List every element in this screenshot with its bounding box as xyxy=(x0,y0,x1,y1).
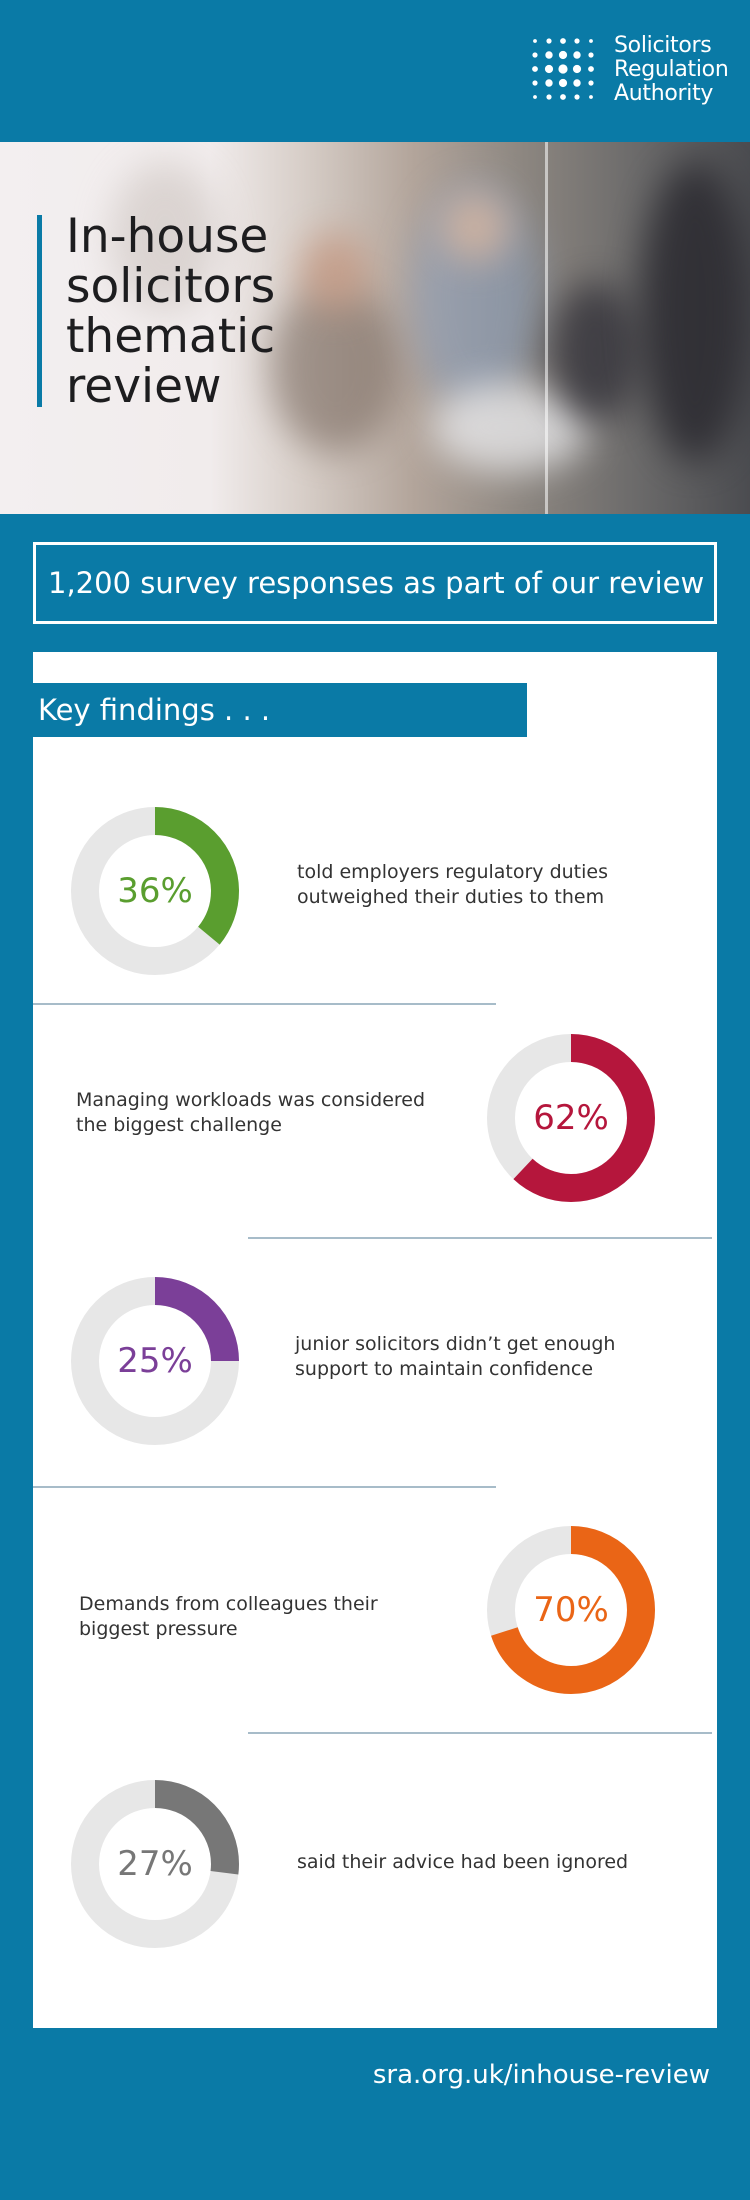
finding-text: junior solicitors didn’t get enough supp… xyxy=(295,1332,615,1382)
donut-arc xyxy=(71,1277,239,1445)
logo-dot xyxy=(533,39,537,43)
hero-blur-shape xyxy=(440,192,510,262)
finding-text: told employers regulatory duties outweig… xyxy=(297,860,608,910)
logo-dot xyxy=(558,50,568,60)
key-findings-panel: Key findings . . . 36% told employers re… xyxy=(33,652,717,2028)
finding-line: Demands from colleagues their xyxy=(79,1593,378,1615)
sra-logo[interactable]: Solicitors Regulation Authority xyxy=(524,30,729,110)
donut-arc xyxy=(487,1526,655,1694)
page-title-line: In-house xyxy=(66,209,269,264)
hero-blur-shape xyxy=(300,232,370,312)
finding-line: outweighed their duties to them xyxy=(297,886,605,908)
finding-text: Demands from colleagues their biggest pr… xyxy=(79,1592,378,1642)
donut-chart-70: 70% xyxy=(486,1525,656,1695)
donut-percent: 70% xyxy=(533,1590,609,1630)
logo-line: Solicitors xyxy=(614,33,712,58)
key-findings-header: Key findings . . . xyxy=(33,683,527,737)
donut-percent: 62% xyxy=(533,1098,609,1138)
divider xyxy=(248,1237,712,1239)
finding-text: Managing workloads was considered the bi… xyxy=(76,1088,425,1138)
hero-blur-shape xyxy=(550,282,640,422)
logo-dot xyxy=(588,66,594,72)
donut-svg xyxy=(71,807,239,975)
logo-dot xyxy=(545,79,553,87)
finding-line: Managing workloads was considered xyxy=(76,1089,426,1111)
logo-dot xyxy=(589,95,593,99)
logo-dot xyxy=(532,80,538,86)
logo-line: Authority xyxy=(614,81,714,106)
logo-dot xyxy=(558,64,568,74)
donut-percent: 25% xyxy=(117,1341,193,1381)
donut-svg xyxy=(71,1780,239,1948)
logo-dot xyxy=(573,51,581,59)
logo-dot xyxy=(560,94,566,100)
logo-dot xyxy=(574,94,580,100)
logo-dot xyxy=(544,64,554,74)
donut-arc xyxy=(487,1034,655,1202)
logo-dot xyxy=(589,39,593,43)
logo-dot xyxy=(574,38,580,44)
donut-arc xyxy=(71,807,239,975)
finding-line: junior solicitors didn’t get enough xyxy=(295,1333,616,1355)
finding-text: said their advice had been ignored xyxy=(297,1850,628,1875)
page-title-line: review xyxy=(66,359,222,414)
logo-dot xyxy=(532,66,538,72)
donut-percent: 27% xyxy=(117,1844,193,1884)
logo-line: Regulation xyxy=(614,57,729,82)
finding-line: support to maintain confidence xyxy=(295,1358,594,1380)
logo-text: Solicitors Regulation Authority xyxy=(614,33,729,106)
logo-dot xyxy=(588,80,594,86)
page-title-line: solicitors xyxy=(66,259,276,314)
logo-dot xyxy=(572,64,582,74)
finding-line: said their advice had been ignored xyxy=(297,1851,629,1873)
logo-dot xyxy=(546,94,552,100)
hero-image: In-house solicitors thematic review xyxy=(0,142,750,514)
survey-text: 1,200 survey responses as part of our re… xyxy=(48,566,705,600)
donut-chart-62: 62% xyxy=(486,1033,656,1203)
finding-line: biggest pressure xyxy=(79,1618,238,1640)
divider xyxy=(33,1486,496,1488)
finding-line: the biggest challenge xyxy=(76,1114,282,1136)
logo-dot xyxy=(532,52,538,58)
donut-svg xyxy=(487,1526,655,1694)
header: Solicitors Regulation Authority xyxy=(0,0,750,142)
sra-logo-dots-icon xyxy=(532,38,594,100)
logo-dot xyxy=(546,38,552,44)
title-accent-bar xyxy=(37,215,42,407)
survey-banner: 1,200 survey responses as part of our re… xyxy=(33,542,717,624)
logo-dot xyxy=(558,78,568,88)
donut-arc xyxy=(71,1780,239,1948)
page-title-line: thematic xyxy=(66,309,276,364)
key-findings-heading: Key findings . . . xyxy=(38,693,271,727)
divider xyxy=(248,1732,712,1734)
logo-dot xyxy=(573,79,581,87)
page-title: In-house solicitors thematic review xyxy=(66,212,366,412)
donut-svg xyxy=(487,1034,655,1202)
finding-line: told employers regulatory duties xyxy=(297,861,608,883)
donut-chart-25: 25% xyxy=(70,1276,240,1446)
donut-percent: 36% xyxy=(117,871,193,911)
donut-svg xyxy=(71,1277,239,1445)
logo-dot xyxy=(560,38,566,44)
logo-dot xyxy=(588,52,594,58)
logo-dot xyxy=(533,95,537,99)
divider xyxy=(33,1003,496,1005)
hero-blur-shape xyxy=(110,162,220,312)
donut-chart-27: 27% xyxy=(70,1779,240,1949)
logo-dot xyxy=(545,51,553,59)
review-url-link[interactable]: sra.org.uk/inhouse-review xyxy=(372,2060,710,2090)
donut-chart-36: 36% xyxy=(70,806,240,976)
hero-blur-shape xyxy=(640,162,750,462)
glass-edge xyxy=(545,142,548,514)
